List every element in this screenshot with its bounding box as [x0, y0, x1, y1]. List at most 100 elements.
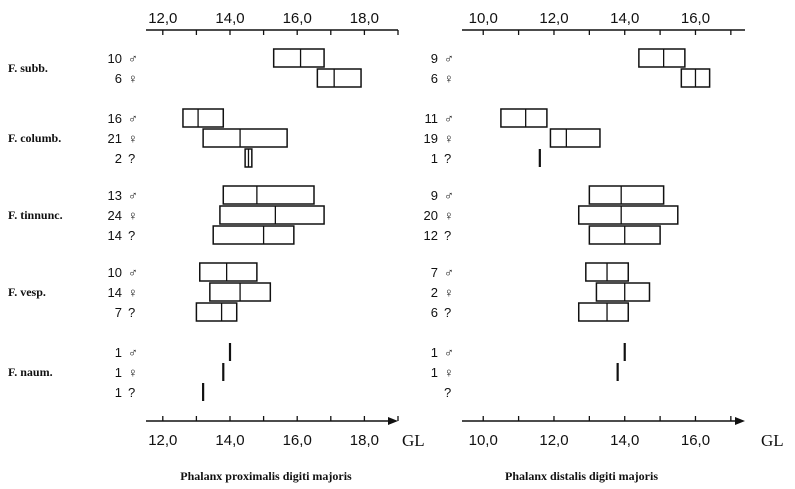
- group-label-1: F. columb.: [8, 131, 61, 145]
- range-box: [500, 108, 548, 128]
- sex-label: ♂: [128, 51, 138, 66]
- proximal-bottom-tick-label: 14,0: [215, 432, 244, 449]
- count-label: 14: [108, 285, 122, 300]
- sex-label: ♀: [128, 131, 138, 146]
- count-label: 12: [424, 228, 438, 243]
- distal-bottom-tick-label: 16,0: [681, 432, 710, 449]
- sex-label: ♂: [128, 111, 138, 126]
- sex-label: ♂: [128, 345, 138, 360]
- range-box: [316, 68, 362, 88]
- sex-label: ♀: [444, 71, 454, 86]
- proximal-bottom-tick-label: 16,0: [283, 432, 312, 449]
- sex-label: ♂: [444, 51, 454, 66]
- count-label: 6: [431, 71, 438, 86]
- proximal-axis-arrow: [388, 417, 398, 425]
- proximal-unit-label: GL: [402, 431, 425, 450]
- group-label-3: F. vesp.: [8, 285, 46, 299]
- proximal-top-tick-label: 12,0: [148, 10, 177, 27]
- count-label: 1: [431, 151, 438, 166]
- count-label: 20: [424, 208, 438, 223]
- range-box: [219, 205, 325, 225]
- range-box: [199, 262, 258, 282]
- count-label: 24: [108, 208, 122, 223]
- count-label: 7: [115, 305, 122, 320]
- distal-axis-arrow: [735, 417, 745, 425]
- range-box: [588, 185, 665, 205]
- count-label: 16: [108, 111, 122, 126]
- count-label: 1: [115, 385, 122, 400]
- sex-label: ♀: [128, 365, 138, 380]
- range-box: [195, 302, 238, 322]
- distal-top-tick-label: 10,0: [469, 10, 498, 27]
- sex-label: ♀: [128, 285, 138, 300]
- range-box: [182, 108, 225, 128]
- count-label: 1: [431, 365, 438, 380]
- sex-label: ♂: [444, 345, 454, 360]
- group-label-0: F. subb.: [8, 61, 48, 75]
- distal-unit-label: GL: [761, 431, 784, 450]
- count-label: 6: [431, 305, 438, 320]
- sex-label: ♀: [444, 365, 454, 380]
- sex-label: ♀: [444, 285, 454, 300]
- sex-label: ♂: [444, 188, 454, 203]
- count-label: 7: [431, 265, 438, 280]
- panel-distal: 10,0 10,0 12,0 12,0 14,0 14,0 16,0 16,0 GL Phalan…: [424, 10, 784, 483]
- sex-label: ♀: [128, 208, 138, 223]
- group-labels: F. subb. F. columb. F. tinnunc. F. vesp. F. …: [8, 61, 63, 379]
- sex-label: ♂: [444, 111, 454, 126]
- count-label: 10: [108, 265, 122, 280]
- sex-label: ?: [444, 151, 451, 166]
- range-box: [222, 185, 315, 205]
- distal-top-tick-label: 14,0: [610, 10, 639, 27]
- count-label: 11: [425, 111, 439, 126]
- proximal-top-tick-label: 18,0: [350, 10, 379, 27]
- proximal-top-tick-label: 16,0: [283, 10, 312, 27]
- count-label: 6: [115, 71, 122, 86]
- sex-label: ?: [444, 305, 451, 320]
- count-label: 21: [108, 131, 122, 146]
- sex-label: ?: [128, 228, 135, 243]
- range-box: [549, 128, 601, 148]
- distal-axis-title: Phalanx distalis digiti majoris: [505, 469, 658, 483]
- group-label-2: F. tinnunc.: [8, 208, 63, 222]
- range-box: [272, 48, 325, 68]
- proximal-bottom-tick-label: 18,0: [350, 432, 379, 449]
- count-label: 13: [108, 188, 122, 203]
- sex-label: ?: [444, 385, 451, 400]
- sex-label: ♂: [128, 265, 138, 280]
- distal-bottom-tick-label: 10,0: [469, 432, 498, 449]
- proximal-bottom-tick-label: 12,0: [148, 432, 177, 449]
- range-box: [212, 225, 295, 245]
- proximal-top-tick-label: 14,0: [215, 10, 244, 27]
- range-box: [638, 48, 686, 68]
- panel-proximal: 12,0 12,0 14,0 14,0 16,0 16,0 18,0 18,0 GL Phalan…: [108, 10, 425, 483]
- sex-label: ♀: [444, 131, 454, 146]
- group-label-4: F. naum.: [8, 365, 53, 379]
- sex-label: ♀: [444, 208, 454, 223]
- range-box: [577, 205, 679, 225]
- count-label: 2: [115, 151, 122, 166]
- sex-label: ?: [128, 305, 135, 320]
- count-label: 19: [424, 131, 438, 146]
- sex-label: ♀: [128, 71, 138, 86]
- distal-bottom-tick-label: 14,0: [610, 432, 639, 449]
- sex-label: ♂: [444, 265, 454, 280]
- count-label: 1: [431, 345, 438, 360]
- sex-label: ?: [128, 385, 135, 400]
- range-box: [595, 282, 651, 302]
- sex-label: ?: [444, 228, 451, 243]
- count-label: 9: [431, 51, 438, 66]
- count-label: 1: [115, 365, 122, 380]
- count-label: 10: [108, 51, 122, 66]
- proximal-axis-title: Phalanx proximalis digiti majoris: [180, 469, 352, 483]
- distal-bottom-tick-label: 12,0: [539, 432, 568, 449]
- distal-top-tick-label: 12,0: [539, 10, 568, 27]
- range-box: [577, 302, 630, 322]
- count-label: 1: [115, 345, 122, 360]
- count-label: 9: [431, 188, 438, 203]
- count-label: 14: [108, 228, 122, 243]
- sex-label: ?: [128, 151, 135, 166]
- count-label: 2: [431, 285, 438, 300]
- range-box: [202, 128, 288, 148]
